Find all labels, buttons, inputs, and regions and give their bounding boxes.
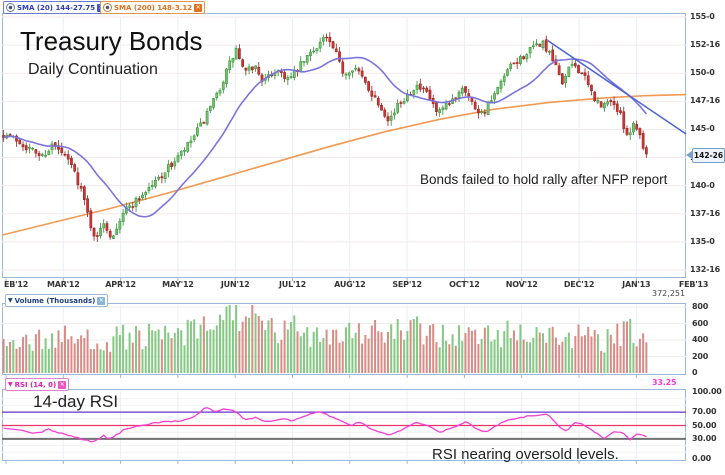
date-axis-label: EB'12 xyxy=(4,280,29,289)
rsi-axis-label: 70.00 xyxy=(692,407,717,417)
volume-collapse-icon[interactable] xyxy=(8,298,13,304)
volume-last-value: 372,251 xyxy=(652,289,686,298)
date-axis-label: SEP'12 xyxy=(392,280,422,289)
volume-axis-label: 0 xyxy=(692,368,698,377)
sma20-marker-icon xyxy=(6,3,15,12)
price-axis-label: 135-0 xyxy=(690,236,715,246)
rsi-legend-chip[interactable]: RSI (14, 0) xyxy=(5,378,70,391)
chart-title: Treasury Bonds xyxy=(20,26,203,56)
volume-axis-label: 800 xyxy=(692,302,709,311)
volume-chart-plot[interactable] xyxy=(2,303,686,380)
price-callout: 142-26 xyxy=(692,148,725,163)
rsi-axis-label: 0.00 xyxy=(692,454,711,463)
volume-axis-label: 600 xyxy=(692,318,709,328)
rsi-last-value: 33.25 xyxy=(652,378,677,387)
chart-subtitle: Daily Continuation xyxy=(28,61,158,78)
date-axis-label: JUL'12 xyxy=(279,280,306,289)
rsi-axis-label: 50.00 xyxy=(692,420,717,430)
volume-label: Volume (Thousands) xyxy=(14,296,96,305)
nfp-annotation: Bonds failed to hold rally after NFP rep… xyxy=(420,172,668,187)
date-axis-label: NOV'12 xyxy=(505,280,538,289)
price-axis-label: 145-0 xyxy=(690,124,715,134)
price-axis-label: 150-0 xyxy=(690,68,715,78)
sma200-label: SMA (200) 148-3.12 xyxy=(114,3,193,12)
date-axis-label: FEB'13 xyxy=(678,280,709,289)
rsi-label: RSI (14, 0) xyxy=(14,380,57,389)
sma200-marker-icon xyxy=(103,3,112,12)
price-axis-label: 137-16 xyxy=(690,208,720,218)
volume-legend-chip[interactable]: Volume (Thousands) xyxy=(5,294,109,307)
date-axis-label: JAN'13 xyxy=(622,280,651,289)
price-chart-plot[interactable] xyxy=(1,13,687,283)
volume-close-icon[interactable] xyxy=(97,296,106,305)
price-axis-label: 152-16 xyxy=(690,40,720,50)
price-axis-label: 147-16 xyxy=(690,96,720,106)
price-axis-label: 155-0 xyxy=(690,12,715,21)
date-axis-label: DEC'12 xyxy=(563,280,595,289)
sma20-label: SMA (20) 144-27.75 xyxy=(17,3,96,12)
price-axis-label: 140-0 xyxy=(690,180,715,190)
rsi-collapse-icon[interactable] xyxy=(8,382,13,388)
oversold-annotation: RSI nearing oversold levels. xyxy=(432,446,619,463)
rsi-chart-plot[interactable] xyxy=(2,389,686,466)
rsi-annotation: 14-day RSI xyxy=(33,392,119,411)
sma20-legend-chip[interactable]: SMA (20) 144-27.75 xyxy=(3,1,109,14)
rsi-axis-label: 100.00 xyxy=(692,387,722,396)
date-axis-label: AUG'12 xyxy=(334,280,366,289)
sma200-close-icon[interactable] xyxy=(194,3,203,12)
price-callout-arrow-icon xyxy=(686,151,692,159)
date-axis-label: MAR'12 xyxy=(46,280,80,289)
sma200-legend-chip[interactable]: SMA (200) 148-3.12 xyxy=(100,1,206,14)
volume-axis-label: 400 xyxy=(692,335,709,344)
date-axis-label: MAY'12 xyxy=(162,280,194,289)
volume-axis-label: 200 xyxy=(692,351,709,361)
rsi-axis-label: 30.00 xyxy=(692,433,717,443)
rsi-close-icon[interactable] xyxy=(58,380,67,389)
date-axis-label: JUN'12 xyxy=(220,280,250,289)
price-axis-label: 132-16 xyxy=(690,265,720,274)
date-axis-label: OCT'12 xyxy=(449,280,480,289)
date-axis-label: APR'12 xyxy=(105,280,136,289)
